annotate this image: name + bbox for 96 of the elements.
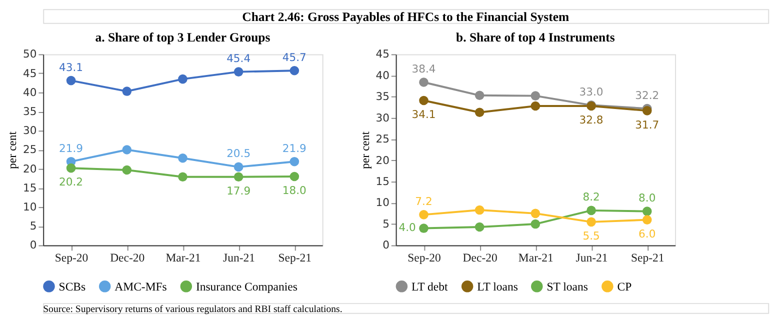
data-label: 5.5 [582,230,600,243]
x-tick-label: Jun-21 [223,251,256,264]
data-label: 8.0 [638,192,656,205]
data-label: 21.9 [59,142,84,155]
point [474,108,484,118]
point [290,156,300,166]
point [419,78,428,87]
data-label: 18.0 [282,184,307,198]
x-tick-label: Sep-20 [408,251,441,264]
y-tick-label: 15 [23,181,37,194]
point [530,91,540,100]
y-tick-label: 45 [23,66,37,80]
x-tick-label: Sep-21 [630,251,664,264]
data-label: 33.0 [579,85,604,98]
y-tick-label: 35 [376,90,390,104]
legend-label: Insurance Companies [196,280,298,294]
point [290,172,300,182]
y-tick-label: 35 [23,104,37,118]
data-label: 43.1 [59,60,84,74]
data-label: 45.7 [282,50,306,64]
data-label: 4.0 [398,221,416,234]
legend-label: AMC-MFs [114,280,168,294]
point [530,208,540,218]
y-tick-label: 25 [23,143,37,156]
x-tick-label: Sep-20 [54,251,88,264]
chart-title: b. Share of top 4 Instruments [456,30,615,44]
x-tick-label: Sep-21 [278,251,312,264]
data-label: 6.0 [638,227,656,240]
point [642,206,652,216]
data-label: 7.2 [415,194,432,208]
legend-label: CP [617,280,632,294]
data-label: 31.7 [635,118,660,132]
data-label: 20.2 [59,176,84,189]
point [419,96,428,106]
data-label: 17.9 [226,184,251,198]
x-tick-label: Mar-21 [166,251,201,264]
y-tick-label: 15 [376,175,390,188]
point [122,165,132,175]
point [530,101,540,111]
y-tick-label: 20 [376,154,390,167]
point [642,106,652,116]
chart-title: a. Share of top 3 Lender Groups [95,30,270,44]
point [178,74,188,84]
y-axis-title: per cent [358,130,372,169]
point [419,210,428,220]
y-tick-label: 30 [23,124,37,138]
data-label: 45.4 [226,52,251,65]
y-tick-label: 10 [23,200,37,214]
y-tick-label: 10 [376,196,390,210]
legend-label: ST loans [546,280,588,294]
y-tick-label: 40 [376,68,390,82]
data-label: 32.2 [635,88,660,102]
data-label: 20.5 [226,147,251,160]
point [642,215,652,224]
y-tick-label: 0 [382,238,390,252]
point [419,224,428,233]
y-tick-label: 0 [30,238,37,252]
point [122,86,132,96]
point [474,222,484,232]
x-tick-label: Mar-21 [518,251,554,264]
legend-label: LT loans [477,280,518,294]
data-label: 38.4 [412,62,436,76]
point [178,154,188,163]
data-label: 8.2 [582,190,600,204]
point [178,172,188,182]
legend-label: LT debt [411,280,448,294]
point [586,206,596,216]
y-tick-label: 5 [30,220,37,233]
y-tick-label: 25 [376,132,390,146]
point [290,66,300,76]
point [234,67,244,76]
y-tick-label: 30 [376,111,390,124]
y-tick-label: 5 [382,217,390,230]
y-tick-label: 40 [23,86,37,99]
x-tick-label: Jun-21 [576,251,608,264]
caption: Chart 2.46: Gross Payables of HFCs to the Financial System [242,10,570,24]
point [122,145,132,154]
x-tick-label: Dec-20 [462,251,498,264]
data-label: 21.9 [282,142,307,155]
data-label: 34.1 [412,108,436,122]
point [66,163,76,173]
y-axis-title: per cent [6,130,20,169]
legend-label: SCBs [58,280,86,294]
point [234,172,244,182]
point [530,219,540,229]
y-tick-label: 20 [23,162,37,176]
y-tick-label: 45 [376,48,390,61]
x-tick-label: Dec-20 [110,251,145,264]
point [66,76,76,86]
point [586,217,596,227]
source-note: Source: Supervisory returns of various regulators and RBI staff calculations. [43,304,342,315]
data-label: 32.8 [579,114,604,127]
y-tick-label: 50 [23,48,37,61]
point [474,205,484,215]
point [474,90,484,100]
point [234,162,244,172]
